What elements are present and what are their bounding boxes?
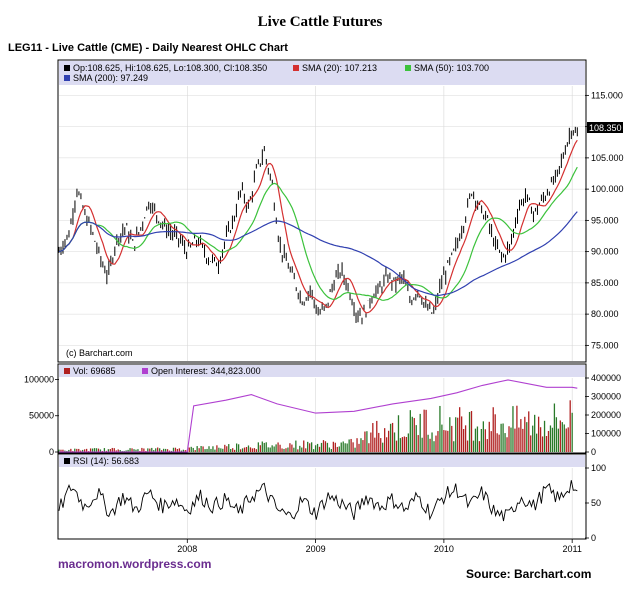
price-y-tick-label: 85.000: [591, 278, 619, 288]
volume-legend-bar: [59, 365, 585, 377]
sma-200-line: [58, 211, 578, 297]
legend-entry: SMA (20): 107.213: [302, 63, 377, 73]
legend-entry: Vol: 69685: [73, 366, 116, 376]
last-price-tag: 108.350: [587, 122, 623, 133]
footer-left-credit: macromon.wordpress.com: [58, 557, 212, 571]
volume-legend: Vol: 69685 Open Interest: 344,823.000: [64, 366, 261, 376]
legend-entry: SMA (50): 103.700: [414, 63, 489, 73]
legend-swatch: [142, 368, 148, 374]
x-tick-label: 2011: [562, 544, 581, 554]
price-y-tick-label: 90.000: [591, 247, 619, 257]
rsi-legend-bar: [59, 455, 585, 467]
oi-y-tick-label: 400000: [591, 373, 621, 383]
rsi-y-axis: 0 50 100: [585, 463, 606, 543]
price-y-tick-label: 80.000: [591, 309, 619, 319]
legend-swatch: [293, 65, 299, 71]
price-panel: [57, 59, 587, 363]
rsi-y-tick-label: 50: [591, 498, 601, 508]
chart-subtitle: LEG11 - Live Cattle (CME) - Daily Neares…: [8, 42, 288, 54]
legend-swatch: [64, 65, 70, 71]
legend-entry: Open Interest: 344,823.000: [151, 366, 261, 376]
oi-y-tick-label: 200000: [591, 410, 621, 420]
price-grid: [59, 86, 585, 361]
oi-y-tick-label: 100000: [591, 429, 621, 439]
price-legend: Op:108.625, Hi:108.625, Lo:108.300, Cl:1…: [64, 63, 489, 83]
legend-swatch: [405, 65, 411, 71]
price-series: [58, 126, 578, 325]
volume-y-tick-label: 100000: [24, 374, 54, 384]
open-interest-line: [59, 379, 578, 453]
rsi-y-tick-label: 0: [591, 533, 596, 543]
x-tick-label: 2008: [177, 544, 197, 554]
price-legend-bar: [59, 61, 585, 85]
x-tick-label: 2010: [434, 544, 454, 554]
rsi-grid: [186, 468, 573, 538]
oi-y-tick-label: 300000: [591, 392, 621, 402]
last-price-label: 108.350: [589, 123, 622, 133]
legend-swatch: [64, 75, 70, 81]
legend-entry: RSI (14): 56.683: [73, 456, 139, 466]
page-title: Live Cattle Futures: [257, 14, 383, 30]
volume-y-axis-right: 0 100000 200000 300000 400000: [585, 373, 621, 457]
x-tick-label: 2009: [306, 544, 326, 554]
volume-y-axis-left: 0 50000 100000: [24, 374, 59, 457]
sma-20-line: [58, 139, 578, 314]
price-y-tick-label: 100.000: [591, 184, 624, 194]
x-axis: 2008 2009 2010 2011: [177, 539, 582, 554]
legend-entry: Op:108.625, Hi:108.625, Lo:108.300, Cl:1…: [73, 63, 267, 73]
price-y-tick-label: 115.000: [591, 90, 623, 100]
price-y-tick-label: 95.000: [591, 215, 619, 225]
rsi-series: [58, 480, 578, 522]
legend-entry: SMA (200): 97.249: [73, 73, 148, 83]
rsi-legend: RSI (14): 56.683: [64, 456, 139, 466]
price-y-tick-label: 75.000: [591, 340, 619, 350]
volume-y-tick-label: 0: [49, 447, 54, 457]
legend-swatch: [64, 458, 70, 464]
volume-panel: [57, 363, 587, 454]
volume-y-tick-label: 50000: [29, 411, 54, 421]
sma-50-line: [58, 166, 578, 301]
volume-series: [58, 379, 578, 453]
footer-right-source: Source: Barchart.com: [466, 567, 592, 581]
oi-y-tick-label: 0: [591, 447, 596, 457]
rsi-line: [58, 480, 578, 522]
legend-swatch: [64, 368, 70, 374]
price-y-tick-label: 105.000: [591, 153, 624, 163]
rsi-y-tick-label: 100: [591, 463, 606, 473]
watermark-label: (c) Barchart.com: [66, 348, 133, 358]
rsi-panel: [57, 453, 587, 540]
